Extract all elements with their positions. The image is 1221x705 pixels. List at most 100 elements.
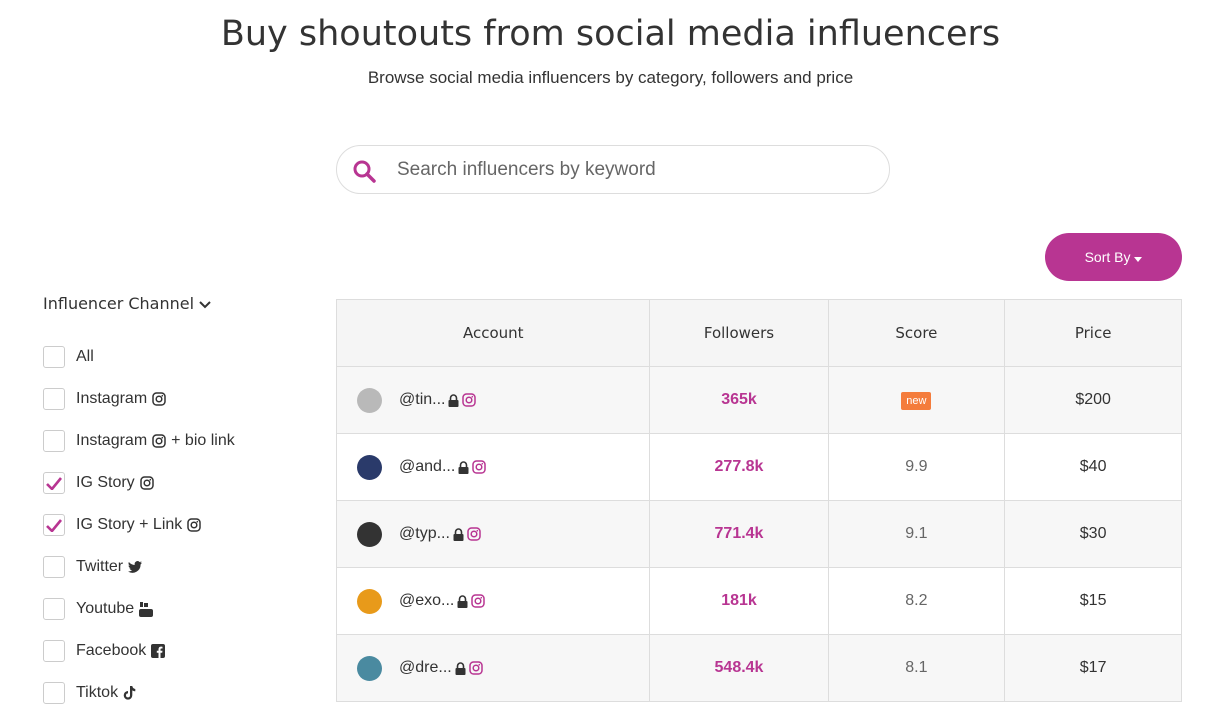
filter-option[interactable]: IG Story + Link bbox=[43, 513, 202, 537]
price: $30 bbox=[1004, 500, 1182, 568]
filter-option[interactable]: Instagram bbox=[43, 387, 166, 411]
filter-title-text: Influencer Channel bbox=[43, 294, 195, 313]
search-placeholder: Search influencers by keyword bbox=[397, 159, 656, 180]
account: @exo... bbox=[337, 568, 649, 634]
sort-button[interactable]: Sort By bbox=[1045, 233, 1182, 281]
followers: 181k bbox=[649, 567, 829, 635]
chevron bbox=[199, 301, 211, 309]
account-handle: @tin... bbox=[399, 391, 446, 408]
new-badge: new bbox=[901, 392, 932, 410]
followers: 771.4k bbox=[649, 500, 829, 568]
account-cell: @tin... bbox=[335, 366, 651, 434]
instagram-icon bbox=[468, 661, 483, 675]
youtube-icon bbox=[139, 601, 154, 617]
avatar bbox=[357, 588, 382, 614]
score-cell: 8.1 bbox=[827, 634, 1006, 702]
caret bbox=[1134, 257, 1143, 262]
influencer-table: Account Followers Score Price @tin... 365k new… bbox=[335, 299, 1182, 702]
account-cell: @exo... bbox=[335, 567, 651, 635]
account-handle: @typ... bbox=[399, 525, 450, 542]
lock-icon bbox=[455, 661, 466, 675]
price: $40 bbox=[1004, 433, 1182, 501]
table-row[interactable]: @typ... 771.4k 9.1 $30 bbox=[335, 500, 1182, 568]
filter-option[interactable]: Instagram + bio link bbox=[43, 429, 235, 453]
checkbox[interactable] bbox=[43, 430, 65, 452]
instagram-icon bbox=[152, 434, 166, 448]
option-label: Twitter bbox=[76, 558, 124, 575]
score-cell: new bbox=[827, 366, 1006, 434]
followers: 365k bbox=[649, 366, 829, 434]
account: @typ... bbox=[337, 501, 649, 567]
account-cell: @typ... bbox=[335, 500, 651, 568]
title: Buy shoutouts from social media influenc… bbox=[220, 14, 1001, 54]
option-label: Facebook bbox=[76, 642, 147, 659]
column-header: Score bbox=[827, 299, 1006, 367]
checkmark bbox=[46, 518, 62, 532]
filter-option[interactable]: IG Story bbox=[43, 471, 154, 495]
option-label: Instagram bbox=[76, 390, 148, 407]
checkbox[interactable] bbox=[43, 388, 65, 410]
column-header: Account bbox=[335, 299, 651, 367]
table-row[interactable]: @exo... 181k 8.2 $15 bbox=[335, 567, 1182, 635]
account-cell: @and... bbox=[335, 433, 651, 501]
option-label: Tiktok bbox=[76, 684, 119, 701]
avatar bbox=[357, 521, 382, 547]
checkbox[interactable] bbox=[43, 598, 65, 620]
instagram-icon bbox=[462, 393, 477, 407]
price: $15 bbox=[1004, 567, 1182, 635]
option-label: IG Story bbox=[76, 474, 135, 491]
filter-title[interactable]: Influencer Channel bbox=[43, 294, 211, 313]
checkbox[interactable] bbox=[43, 682, 65, 704]
instagram-icon bbox=[472, 460, 487, 474]
account-handle: @dre... bbox=[399, 659, 452, 676]
table-row[interactable]: @tin... 365k new $200 bbox=[335, 366, 1182, 434]
lock-icon bbox=[458, 460, 469, 474]
filter-option[interactable]: Twitter bbox=[43, 555, 143, 579]
followers: 548.4k bbox=[649, 634, 829, 702]
account-cell: @dre... bbox=[335, 634, 651, 702]
score: 8.2 bbox=[905, 592, 928, 609]
checkbox[interactable] bbox=[43, 640, 65, 662]
sort-label: Sort By bbox=[1084, 249, 1131, 265]
followers: 277.8k bbox=[649, 433, 829, 501]
table-row[interactable]: @dre... 548.4k 8.1 $17 bbox=[335, 634, 1182, 702]
search-icon bbox=[353, 160, 376, 183]
column-header: Followers bbox=[649, 299, 829, 367]
instagram-icon bbox=[139, 476, 154, 490]
filter-option[interactable]: Facebook bbox=[43, 639, 166, 663]
subtitle: Browse social media influencers by categ… bbox=[367, 68, 854, 87]
checkbox[interactable] bbox=[43, 556, 65, 578]
score-cell: 9.9 bbox=[827, 433, 1006, 501]
option-label: Instagram bbox=[76, 432, 148, 449]
option-suffix: + bio link bbox=[171, 432, 235, 449]
price: $17 bbox=[1004, 634, 1182, 702]
avatar bbox=[357, 387, 382, 413]
option-label: IG Story + Link bbox=[76, 516, 183, 533]
lock-icon bbox=[448, 393, 459, 407]
search-box[interactable]: Search influencers by keyword bbox=[336, 145, 890, 194]
score-cell: 8.2 bbox=[827, 567, 1006, 635]
avatar bbox=[357, 655, 382, 681]
score: 9.9 bbox=[905, 458, 928, 475]
avatar bbox=[357, 454, 382, 480]
table-row[interactable]: @and... 277.8k 9.9 $40 bbox=[335, 433, 1182, 501]
instagram-icon bbox=[152, 392, 166, 406]
account-handle: @exo... bbox=[399, 592, 455, 609]
twitter-icon bbox=[128, 561, 143, 573]
facebook-icon bbox=[151, 644, 166, 658]
checkbox[interactable] bbox=[43, 472, 65, 494]
filter-option[interactable]: All bbox=[43, 345, 94, 369]
account: @and... bbox=[337, 434, 649, 500]
checkbox[interactable] bbox=[43, 346, 65, 368]
checkbox[interactable] bbox=[43, 514, 65, 536]
checkmark bbox=[46, 476, 62, 490]
score: 8.1 bbox=[905, 659, 928, 676]
header-row: Account Followers Score Price bbox=[335, 299, 1182, 367]
lock-icon bbox=[457, 594, 468, 608]
tiktok-icon bbox=[123, 686, 136, 700]
filter-option[interactable]: Tiktok bbox=[43, 681, 137, 705]
account: @dre... bbox=[337, 635, 649, 701]
filter-option[interactable]: Youtube bbox=[43, 597, 154, 621]
option-label: Youtube bbox=[76, 600, 135, 617]
